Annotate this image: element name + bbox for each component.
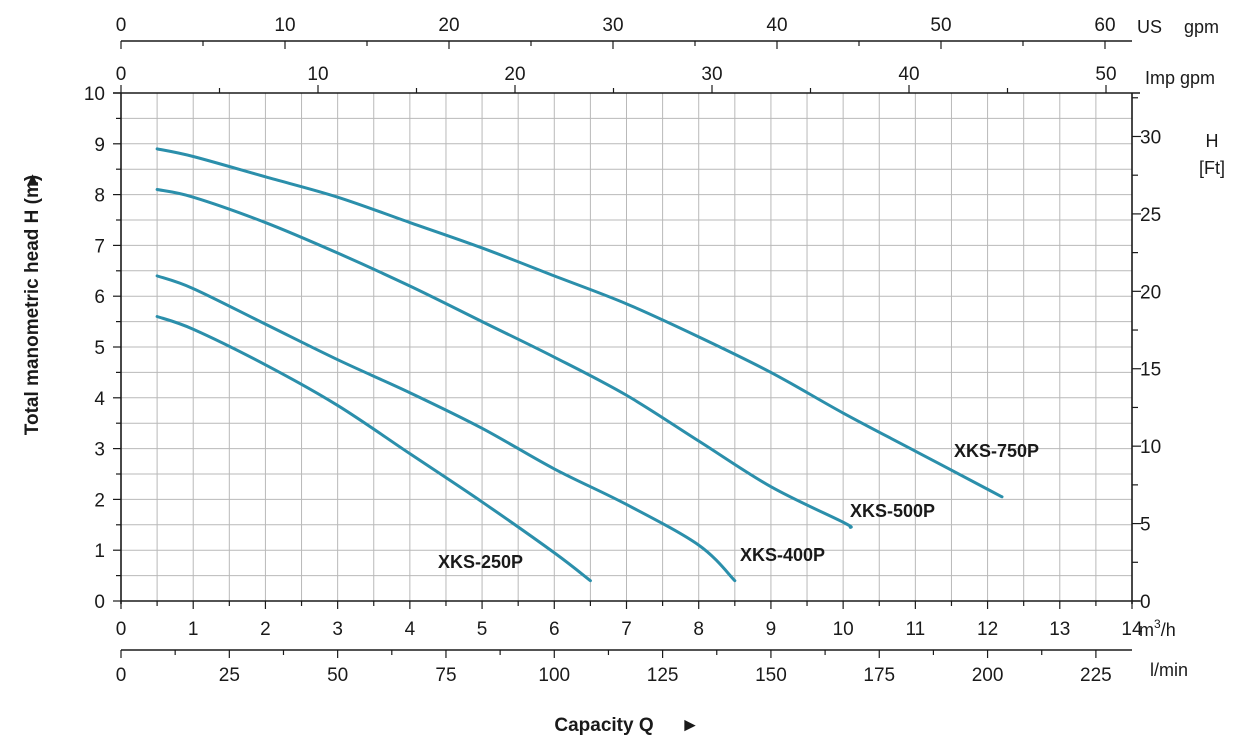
usgpm-tick-label: 40: [766, 15, 787, 36]
lmin-tick-label: 0: [116, 665, 127, 686]
x-tick-label: 0: [116, 619, 127, 640]
y-tick-label: 5: [94, 338, 105, 359]
x-tick-label: 13: [1049, 619, 1070, 640]
usgpm-tick-label: 60: [1094, 15, 1115, 36]
y-axis-arrow: ►: [22, 171, 43, 190]
x-unit-sup: 3: [1154, 617, 1161, 631]
x-unit-usgpm-part2: gpm: [1184, 17, 1219, 37]
x-tick-label: 1: [188, 619, 199, 640]
x-tick-label: 11: [905, 619, 925, 640]
y-tick-label: 9: [94, 135, 105, 156]
x-unit-lmin: l/min: [1150, 660, 1188, 680]
x-tick-label: 4: [405, 619, 416, 640]
y-axis-title: Total manometric head H (m): [22, 175, 43, 435]
axes: [113, 40, 1141, 658]
ft-tick-label: 0: [1140, 592, 1151, 613]
curve-label-xks-250p: XKS-250P: [438, 552, 523, 572]
usgpm-tick-label: 20: [438, 15, 459, 36]
y-tick-label: 6: [94, 287, 105, 308]
ft-axis-label-unit: [Ft]: [1199, 158, 1225, 178]
performance-curves: [155, 147, 1004, 583]
x-unit-tail: /h: [1161, 620, 1176, 640]
lmin-tick-label: 75: [435, 665, 456, 686]
y-tick-label: 3: [94, 440, 105, 461]
x-unit-usgpm-part1: US: [1137, 17, 1162, 37]
lmin-tick-label: 50: [327, 665, 348, 686]
lmin-tick-label: 25: [219, 665, 240, 686]
impgpm-tick-label: 40: [898, 64, 919, 85]
y-tick-label: 8: [94, 186, 105, 207]
y-tick-label: 1: [94, 541, 105, 562]
ft-tick-label: 15: [1140, 360, 1161, 381]
curve-xks-400p: [155, 274, 737, 583]
y-tick-label: 4: [94, 389, 105, 410]
x-tick-label: 2: [260, 619, 271, 640]
usgpm-tick-label: 0: [116, 15, 127, 36]
usgpm-tick-label: 30: [602, 15, 623, 36]
usgpm-tick-label: 50: [930, 15, 951, 36]
x-tick-label: 7: [621, 619, 632, 640]
ft-tick-label: 5: [1140, 515, 1151, 536]
plot-grid: [120, 92, 1133, 602]
curve-label-xks-400p: XKS-400P: [740, 545, 825, 565]
usgpm-tick-label: 10: [274, 15, 295, 36]
x-unit-base: m: [1139, 620, 1154, 640]
x-tick-label: 10: [833, 619, 854, 640]
x-tick-label: 9: [766, 619, 777, 640]
lmin-tick-label: 100: [538, 665, 570, 686]
x-tick-label: 3: [332, 619, 343, 640]
ft-tick-label: 10: [1140, 437, 1161, 458]
impgpm-tick-label: 0: [116, 64, 127, 85]
y-tick-label: 0: [94, 592, 105, 613]
lmin-tick-label: 150: [755, 665, 787, 686]
curve-label-xks-500p: XKS-500P: [850, 501, 935, 521]
curve-xks-250p: [155, 315, 592, 583]
x-unit-impgpm: Imp gpm: [1145, 68, 1215, 88]
lmin-tick-label: 125: [647, 665, 679, 686]
lmin-tick-label: 175: [863, 665, 895, 686]
y-tick-label: 7: [94, 236, 105, 257]
ft-axis-label-h: H: [1206, 131, 1219, 151]
curve-label-xks-750p: XKS-750P: [954, 441, 1039, 461]
ft-tick-label: 30: [1140, 127, 1161, 148]
x-tick-label: 5: [477, 619, 488, 640]
x-tick-label: 6: [549, 619, 560, 640]
lmin-tick-label: 200: [972, 665, 1004, 686]
y-tick-label: 2: [94, 490, 105, 511]
y-tick-label: 10: [84, 84, 105, 105]
x-axis-arrow: ►: [681, 715, 700, 736]
impgpm-tick-label: 10: [307, 64, 328, 85]
impgpm-tick-label: 20: [504, 64, 525, 85]
x-tick-label: 12: [977, 619, 998, 640]
x-tick-label: 8: [693, 619, 704, 640]
impgpm-tick-label: 50: [1095, 64, 1116, 85]
x-tick-label: 14: [1121, 619, 1143, 640]
x-axis-title: Capacity Q: [554, 715, 653, 736]
ft-tick-label: 25: [1140, 205, 1161, 226]
curve-xks-750p: [155, 147, 1004, 499]
curve-xks-500p: [155, 188, 853, 529]
x-unit-m3h: m3/h: [1139, 617, 1176, 640]
impgpm-tick-label: 30: [701, 64, 722, 85]
ft-tick-label: 20: [1140, 282, 1161, 303]
lmin-tick-label: 225: [1080, 665, 1112, 686]
